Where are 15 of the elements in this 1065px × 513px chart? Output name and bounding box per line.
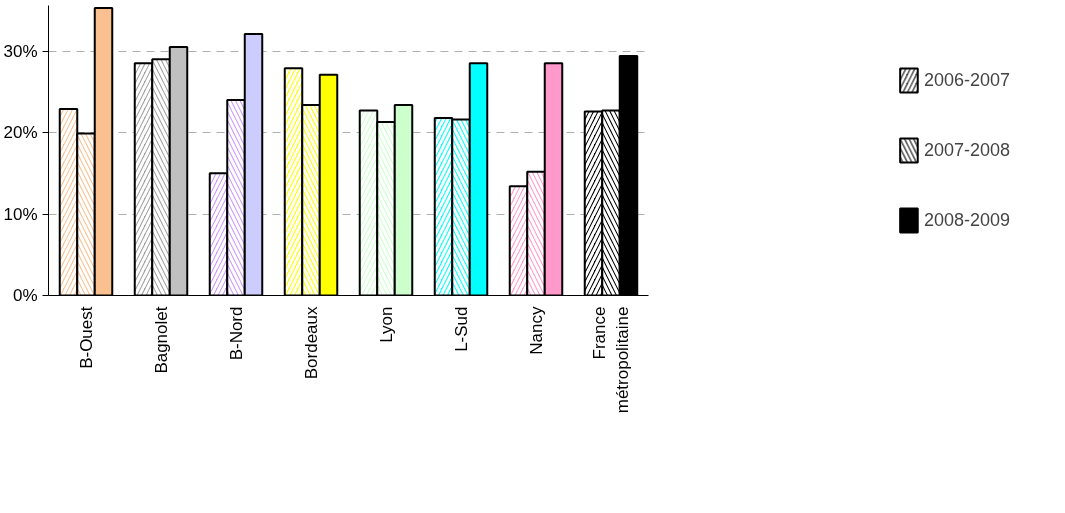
- y-tick-label: 0%: [12, 286, 38, 305]
- x-tick-label: Nancy: [526, 306, 546, 355]
- legend-label: 2006-2007: [923, 69, 1011, 91]
- x-tick-label: L-Sud: [451, 306, 471, 352]
- y-tick-label: 10%: [3, 204, 38, 224]
- y-tick-label: 20%: [3, 123, 38, 143]
- x-tick-label: Lyon: [376, 306, 396, 343]
- legend-label: 2007-2008: [923, 139, 1011, 161]
- y-tick-label: 30%: [3, 41, 38, 61]
- x-tick-label: B-Ouest: [76, 306, 96, 369]
- x-tick-label: B-Nord: [226, 306, 246, 361]
- x-tick-label: France métropolitaine: [590, 306, 632, 414]
- x-tick-label: Bagnolet: [151, 306, 171, 374]
- legend-label: 2008-2009: [923, 209, 1011, 231]
- x-tick-label: Bordeaux: [301, 306, 321, 380]
